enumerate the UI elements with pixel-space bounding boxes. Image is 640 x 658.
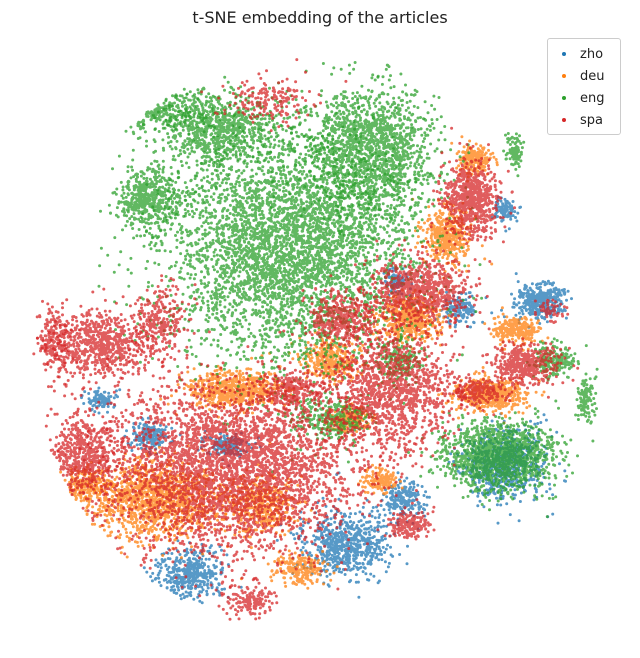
cluster-spa-1 [282,282,496,505]
cluster-spa-12 [123,274,211,368]
legend-label-deu: deu [580,68,605,84]
cluster-zho-5 [379,471,431,525]
points-zho-3 [142,539,243,605]
cluster-spa-7 [436,373,524,412]
legend-marker-deu [562,74,566,78]
cluster-eng-3 [136,75,316,194]
series-spa [32,58,580,621]
cluster-spa-9 [290,273,394,378]
points-spa-8 [220,577,279,621]
cluster-deu-5 [483,306,550,352]
legend-label-eng: eng [580,90,605,106]
points-spa-5 [481,337,580,399]
cluster-spa-15 [387,505,436,541]
points-deu-5 [483,306,550,352]
points-spa-3 [329,227,492,347]
points-spa-4 [32,287,189,402]
cluster-spa-14 [533,298,570,324]
points-spa-14 [533,298,570,324]
chart-title: t-SNE embedding of the articles [192,8,448,27]
cluster-spa-3 [329,227,492,347]
cluster-spa-5 [481,337,580,399]
points-spa-13 [247,365,343,412]
legend-marker-zho [562,52,566,56]
cluster-spa-13 [247,365,343,412]
legend-label-spa: spa [580,112,603,128]
points-spa-9 [290,273,394,378]
cluster-eng-2 [407,399,595,519]
points-spa-0 [56,330,419,621]
cluster-spa-11 [200,58,348,133]
points-spa-12 [123,274,211,368]
cluster-eng-8 [502,132,526,178]
points-eng-8 [502,132,526,178]
points-eng-1 [269,61,471,241]
cluster-eng-10 [574,367,599,425]
cluster-spa-8 [220,577,279,621]
chart-legend: zho deu eng spa [547,38,621,135]
legend-item-zho: zho [556,43,614,65]
points-spa-10 [35,299,81,398]
legend-marker-eng [562,96,566,100]
legend-item-spa: spa [556,109,614,131]
cluster-eng-4 [99,158,207,251]
points-spa-1 [282,282,496,505]
legend-item-eng: eng [556,87,614,109]
points-spa-15 [387,505,436,541]
points-spa-11 [200,58,348,133]
points-eng-3 [136,75,316,194]
points-zho-5 [379,471,431,525]
cluster-spa-0 [56,330,419,621]
points-spa-6 [44,393,136,522]
cluster-spa-6 [44,393,136,522]
points-eng-0 [97,69,484,474]
points-spa-7 [436,373,524,412]
cluster-eng-7 [124,90,237,144]
points-eng-4 [99,158,207,251]
points-spa-2 [429,126,517,246]
cluster-zho-3 [142,539,243,605]
points-eng-10 [574,367,599,425]
series-eng [97,61,599,519]
points-eng-7 [124,90,237,144]
legend-label-zho: zho [580,46,604,62]
cluster-spa-2 [429,126,517,246]
legend-item-deu: deu [556,65,614,87]
cluster-spa-10 [35,299,81,398]
cluster-eng-1 [269,61,471,241]
cluster-eng-0 [97,69,484,474]
points-eng-2 [407,399,595,519]
cluster-spa-4 [32,287,189,402]
legend-marker-spa [562,118,566,122]
